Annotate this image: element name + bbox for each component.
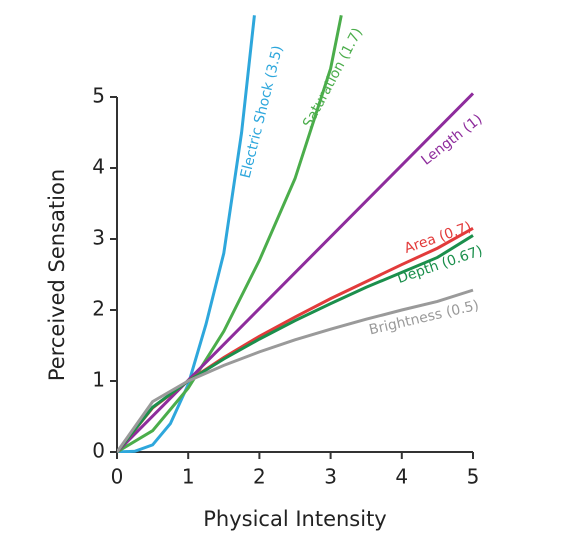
line bbox=[117, 92, 475, 453]
x-tick-label: 0 bbox=[111, 465, 124, 489]
y-tick-label: 2 bbox=[92, 297, 105, 321]
x-tick-label: 3 bbox=[324, 465, 337, 489]
x-axis-label: Physical Intensity bbox=[203, 507, 387, 531]
x-tick-label: 1 bbox=[182, 465, 195, 489]
line bbox=[117, 15, 343, 453]
y-tick-label: 0 bbox=[92, 439, 105, 463]
y-tick-label: 5 bbox=[92, 84, 105, 108]
x-tick-label: 4 bbox=[395, 465, 408, 489]
series-label: Saturation (1.7) bbox=[300, 25, 366, 130]
line bbox=[117, 15, 256, 453]
y-tick-label: 3 bbox=[92, 226, 105, 250]
y-tick-label: 1 bbox=[92, 368, 105, 392]
x-tick-label: 5 bbox=[467, 465, 480, 489]
line bbox=[117, 234, 474, 453]
x-tick-label: 2 bbox=[253, 465, 266, 489]
line bbox=[117, 288, 474, 453]
y-axis-label: Perceived Sensation bbox=[45, 169, 69, 381]
y-tick-label: 4 bbox=[92, 155, 105, 179]
plot-area bbox=[117, 15, 475, 453]
